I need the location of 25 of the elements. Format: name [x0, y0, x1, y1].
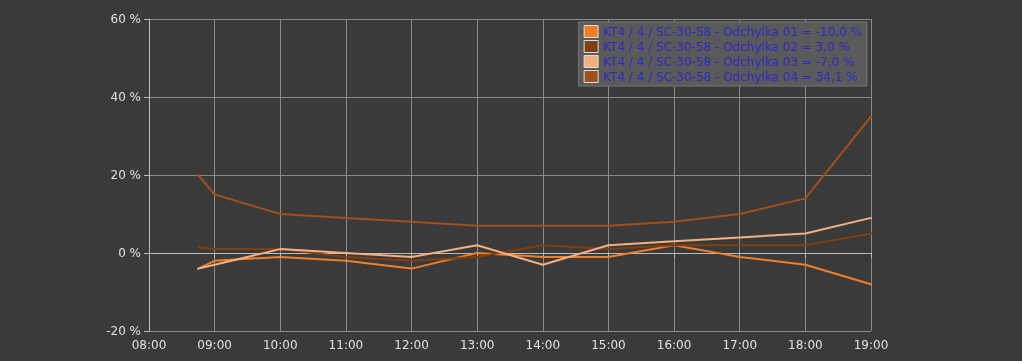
x-tick-label: 15:00 — [591, 338, 626, 352]
x-tick-label: 18:00 — [788, 338, 823, 352]
y-tick-label: 0 % — [118, 246, 141, 260]
x-tick-label: 17:00 — [722, 338, 758, 352]
x-tick-label: 16:00 — [656, 338, 692, 352]
y-tick-label: -20 % — [106, 324, 141, 338]
line-series — [197, 115, 872, 227]
line-series — [197, 244, 872, 286]
x-tick-label: 13:00 — [459, 338, 495, 352]
line-series — [197, 232, 872, 262]
x-tick-label: 10:00 — [262, 338, 298, 352]
y-tick-label: 40 % — [110, 90, 141, 104]
legend-label: KT4 / 4 / SC-30-58 - Odchylka 01 = -10,0 % — [603, 24, 863, 39]
x-tick-label: 19:00 — [853, 338, 889, 352]
x-tick-label: 14:00 — [525, 338, 561, 352]
line-series — [197, 216, 872, 270]
x-tick-label: 11:00 — [328, 338, 364, 352]
x-tick-label: 12:00 — [394, 338, 429, 352]
legend-label: KT4 / 4 / SC-30-58 - Odchylka 02 = 3,0 % — [603, 39, 851, 54]
legend-label: KT4 / 4 / SC-30-58 - Odchylka 03 = -7,0 % — [603, 54, 855, 69]
legend-label: KT4 / 4 / SC-30-58 - Odchylka 04 = 34,1 % — [603, 69, 858, 84]
x-tick-label: 08:00 — [131, 338, 167, 352]
x-tick-label: 09:00 — [197, 338, 232, 352]
y-tick-label: 60 % — [110, 12, 141, 26]
y-tick-label: 20 % — [110, 168, 141, 182]
